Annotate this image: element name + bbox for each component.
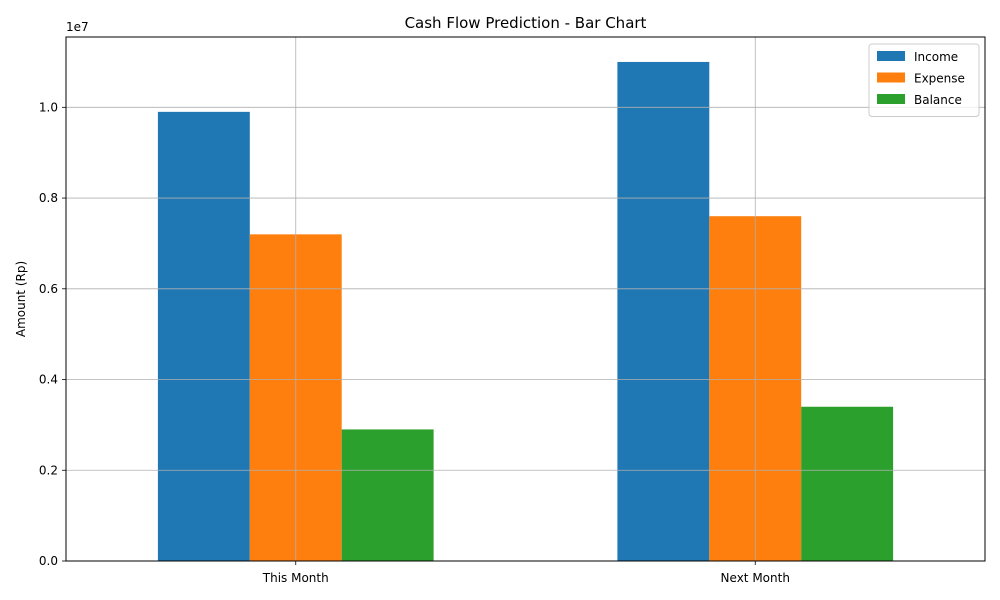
y-tick-label: 0.2 — [39, 463, 58, 477]
bar-balance-this-month — [341, 429, 434, 561]
x-tick-label: This Month — [262, 571, 329, 585]
legend-swatch-expense — [877, 72, 905, 83]
legend-swatch-balance — [877, 94, 905, 104]
chart-title: Cash Flow Prediction - Bar Chart — [405, 14, 647, 32]
y-axis-offset-label: 1e7 — [66, 20, 89, 34]
plot-frame — [65, 36, 986, 562]
legend-label-expense: Expense — [914, 72, 965, 86]
x-tick-label: Next Month — [721, 571, 790, 585]
y-tick-label: 0.4 — [39, 373, 58, 387]
legend-swatch-income — [877, 51, 905, 61]
bar-income-this-month — [157, 111, 250, 561]
y-tick-label: 1.0 — [39, 100, 58, 114]
bar-income-next-month — [617, 61, 710, 561]
bar-balance-next-month — [801, 406, 894, 561]
y-axis-label: Amount (Rp) — [14, 261, 28, 337]
y-tick-label: 0.0 — [39, 554, 58, 568]
legend-label-income: Income — [914, 50, 958, 64]
y-tick-label: 0.8 — [39, 191, 58, 205]
legend: Income Expense Balance — [868, 43, 980, 117]
y-tick-label: 0.6 — [39, 282, 58, 296]
axis-ticks: 0.0 0.2 0.4 0.6 0.8 1.0 This Month Next Month — [39, 100, 790, 585]
legend-label-balance: Balance — [914, 93, 962, 107]
